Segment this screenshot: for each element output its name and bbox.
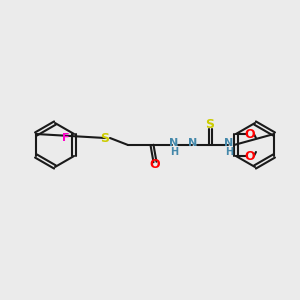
Text: H: H [170, 147, 178, 157]
Text: O: O [244, 149, 255, 163]
Text: F: F [62, 133, 70, 143]
Text: H: H [225, 147, 233, 157]
Text: S: S [206, 118, 214, 131]
Text: S: S [100, 131, 109, 145]
Text: O: O [244, 128, 255, 140]
Text: N: N [169, 138, 178, 148]
Text: N: N [188, 138, 198, 148]
Text: O: O [150, 158, 160, 172]
Text: N: N [224, 138, 234, 148]
